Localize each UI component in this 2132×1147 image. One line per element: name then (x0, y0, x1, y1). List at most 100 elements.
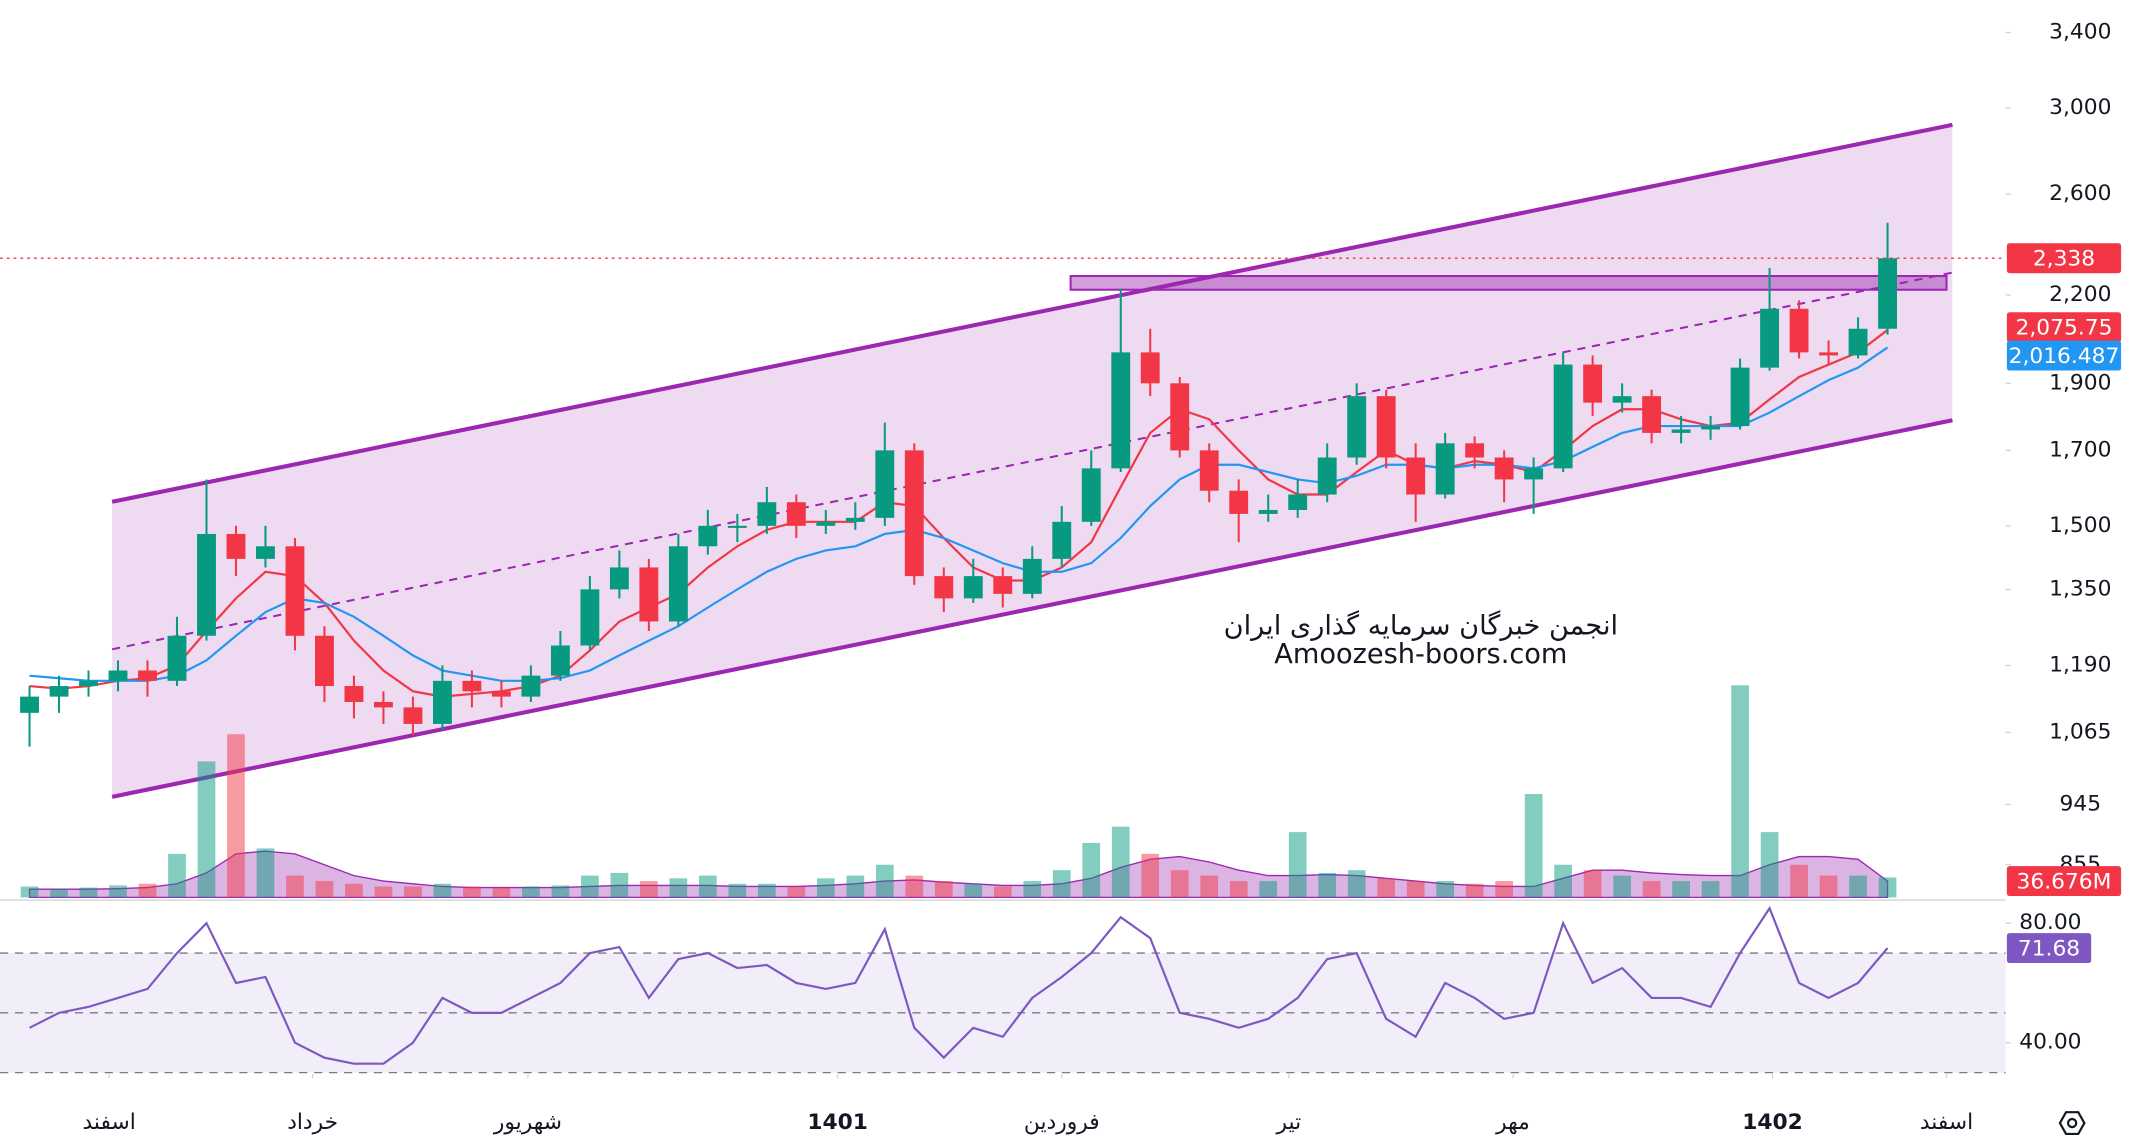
volume-bar (1731, 685, 1749, 898)
volume-bar (1849, 875, 1867, 898)
candle-body (167, 635, 187, 681)
candle-body (344, 686, 364, 702)
candle-body (1819, 352, 1839, 356)
candle-body (757, 502, 777, 526)
candle-body (1376, 396, 1396, 458)
volume-bar (1701, 881, 1720, 898)
volume-bar (138, 883, 157, 898)
rsi-line (29, 905, 1889, 1065)
y-tick-label: 3,000 (2049, 95, 2111, 120)
y-tick-label: 1,350 (2049, 576, 2111, 601)
candle-body (875, 450, 895, 518)
candle-body (197, 533, 216, 636)
volume-bar (1465, 883, 1484, 898)
volume-bar (1613, 875, 1631, 898)
candle-body (1111, 352, 1131, 469)
volume-bar (1170, 870, 1189, 898)
candle-body (934, 576, 954, 599)
volume-bar (1111, 826, 1130, 898)
candle-body (315, 635, 334, 687)
price-tag (2006, 243, 2122, 274)
volume-bar (610, 872, 629, 898)
candle-body (1878, 258, 1897, 329)
candle-body (1730, 367, 1750, 427)
volume-bar (1229, 881, 1248, 898)
candle-body (462, 680, 482, 692)
volume-bar (787, 886, 806, 898)
candle-body (108, 670, 128, 681)
volume-bar (433, 883, 452, 898)
volume-bar (1082, 842, 1101, 898)
rsi-tag (2006, 933, 2092, 964)
candle-body (668, 546, 688, 622)
volume-bar (1259, 881, 1278, 898)
price-tag (2006, 866, 2122, 897)
volume-bar (728, 883, 747, 898)
channel-lower (111, 418, 1953, 799)
candle-body (521, 675, 541, 697)
candle-body (373, 701, 393, 708)
candle-body (20, 696, 39, 713)
volume-bar (79, 887, 98, 898)
y-tick-label: 1,065 (2049, 719, 2111, 744)
x-tick-label: خرداد (287, 1110, 338, 1135)
candle-body (491, 691, 511, 697)
candle-body (1170, 383, 1190, 451)
volume-bar (492, 887, 511, 898)
price-tag (2006, 340, 2122, 371)
volume-bar (20, 886, 39, 898)
x-tick-label: اسفند (1920, 1110, 1973, 1135)
volume-bar (522, 886, 540, 898)
candle-body (256, 546, 275, 559)
price-tag-label: 2,338 (2033, 247, 2095, 272)
candle-body (1671, 429, 1691, 433)
volume-bar (1819, 875, 1838, 898)
x-tick-label: مهر (1495, 1110, 1530, 1135)
volume-bar (168, 853, 186, 898)
volume-bar (964, 883, 983, 898)
volume-bar (640, 881, 658, 898)
candle-body (1494, 457, 1514, 480)
candle-body (1583, 364, 1603, 403)
volume-bar (256, 848, 275, 898)
candle-body (727, 525, 747, 528)
volume-bar (934, 881, 953, 898)
candle-body (138, 670, 157, 681)
candle-body (1347, 396, 1367, 458)
watermark: انجمن خبرگان سرمایه گذاری ایران (1224, 609, 1618, 641)
volume-bar (1760, 832, 1779, 898)
volume-bar (1642, 881, 1661, 898)
y-tick-label: 1,190 (2049, 652, 2111, 677)
candle-body (1081, 468, 1101, 522)
candle-body (639, 567, 659, 622)
candle-body (1465, 443, 1485, 458)
settings-icon[interactable] (2058, 1111, 2086, 1136)
volume-bar (816, 878, 835, 898)
volume-bar (1288, 832, 1307, 898)
volume-bar (286, 875, 304, 898)
volume-bar (197, 761, 216, 898)
y-tick-label: 1,900 (2049, 370, 2111, 395)
volume-bar (463, 886, 481, 898)
volume-bar (1524, 794, 1543, 898)
rsi-tick-label: 80.00 (2019, 910, 2081, 935)
volume-bar (757, 883, 776, 898)
volume-bar (846, 875, 865, 898)
volume-bar (1377, 878, 1396, 898)
volume-bar (1436, 881, 1455, 898)
candle-body (993, 576, 1013, 594)
candle-body (1288, 494, 1308, 510)
channel-fill (112, 124, 1953, 797)
icon-center (2066, 1117, 2078, 1129)
resistance-box (1069, 275, 1948, 291)
volume-bar (1347, 870, 1366, 898)
volume-bar (1406, 881, 1425, 898)
candle-body (1789, 308, 1809, 353)
volume-bar (1141, 853, 1160, 898)
volume-bar (905, 875, 924, 898)
candle-body (816, 521, 836, 526)
candle-body (786, 502, 806, 526)
candle-body (550, 645, 570, 676)
volume-bar (1495, 881, 1513, 898)
